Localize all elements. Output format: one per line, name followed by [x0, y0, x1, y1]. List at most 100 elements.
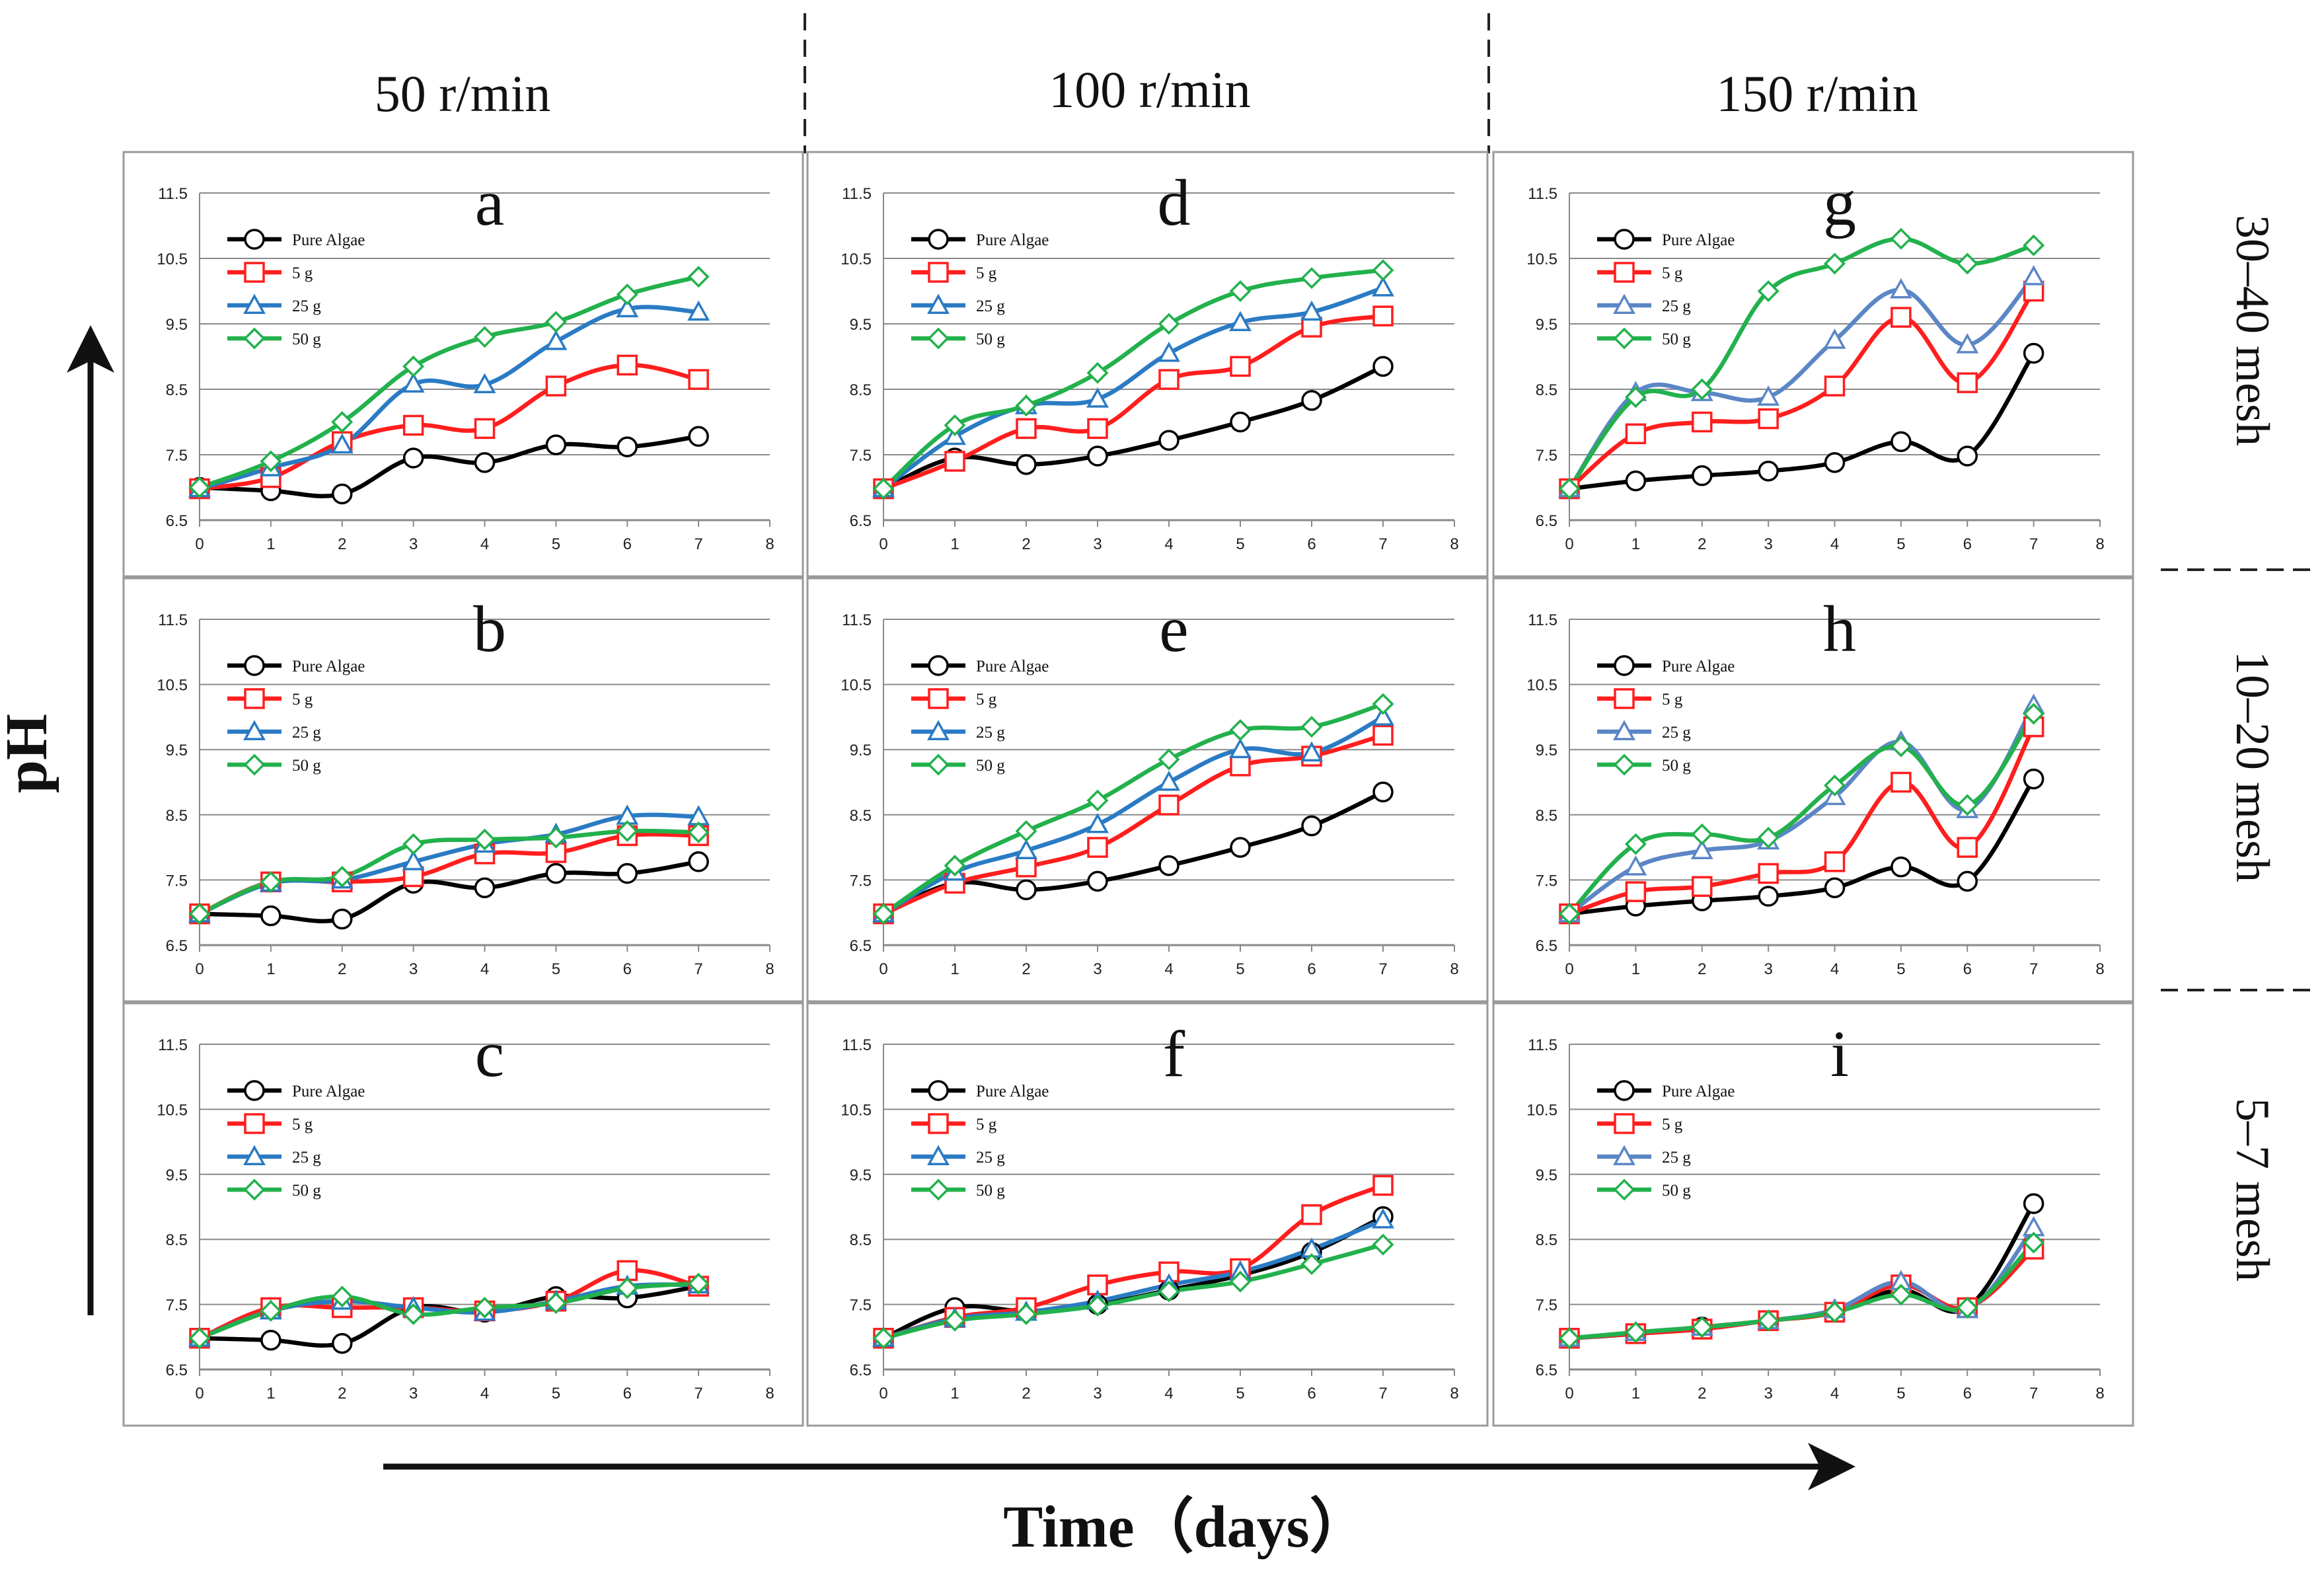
point-d-legend-legend — [927, 327, 950, 350]
legend-i-pure-algae: Pure Algae — [1597, 1080, 1735, 1101]
panel-i-ytick: 7.5 — [1536, 1297, 1557, 1315]
legend-label: Pure Algae — [976, 231, 1049, 249]
panel-d-xtick: 3 — [1093, 535, 1102, 553]
point-e-25-g-3 — [1086, 812, 1109, 833]
point-h-pure-algae-7 — [2023, 768, 2044, 790]
point-f-legend-legend — [927, 1145, 950, 1165]
point-g-25-g-4 — [1823, 328, 1846, 349]
point-d-50-g-7 — [1372, 259, 1394, 282]
point-h-25-g-2 — [1690, 839, 1713, 859]
legend-b-50-g: 50 g — [227, 753, 321, 776]
point-c-legend-legend — [244, 1113, 265, 1134]
point-c-pure-algae-2 — [332, 1332, 353, 1354]
point-h-legend-legend — [1613, 753, 1635, 776]
panel-g-xtick: 5 — [1896, 535, 1905, 553]
panel-g-xtick: 0 — [1565, 535, 1573, 553]
panel-c-ytick: 6.5 — [166, 1362, 188, 1379]
panel-i-xtick: 0 — [1565, 1385, 1573, 1402]
legend-label: Pure Algae — [1662, 658, 1735, 675]
panel-d-xtick: 1 — [950, 535, 959, 553]
point-e-25-g-5 — [1229, 738, 1252, 759]
panel-c: 6.5 7.5 8.5 9.5 10.5 11.5 0 1 2 3 4 5 6 7 8 Pure Algae 5… — [122, 1002, 804, 1427]
legend-label: Pure Algae — [976, 1083, 1049, 1100]
row-header-1: 30–40 mesh — [2226, 215, 2279, 446]
point-c-50-g-0 — [188, 1327, 211, 1350]
point-d-50-g-2 — [1015, 395, 1037, 417]
point-c-50-g-2 — [331, 1286, 354, 1308]
point-d-5-g-5 — [1230, 356, 1251, 377]
legend-label: Pure Algae — [292, 231, 365, 249]
panel-e-xtick: 4 — [1164, 960, 1173, 978]
panel-g: 6.5 7.5 8.5 9.5 10.5 11.5 0 1 2 3 4 5 6 7 8 Pure Algae 5… — [1492, 151, 2134, 578]
panel-e-ytick: 8.5 — [850, 807, 872, 825]
panel-a-frame — [122, 151, 804, 578]
legend-label: 25 g — [1662, 297, 1691, 315]
panel-c-ytick: 9.5 — [166, 1167, 188, 1184]
legend-label: 50 g — [292, 757, 321, 775]
panel-f-ytick: 7.5 — [850, 1297, 872, 1315]
point-e-25-g-4 — [1158, 770, 1180, 791]
panel-f-xtick: 7 — [1378, 1385, 1387, 1402]
legend-label: 25 g — [976, 1149, 1005, 1167]
point-e-pure-algae-4 — [1158, 855, 1180, 876]
point-e-pure-algae-5 — [1230, 837, 1251, 858]
legend-label: 5 g — [1662, 264, 1683, 282]
panel-d-xtick: 5 — [1236, 535, 1244, 553]
point-a-50-g-1 — [260, 450, 282, 473]
panel-h-ytick: 7.5 — [1536, 872, 1557, 890]
point-d-legend-legend — [928, 229, 949, 250]
point-f-50-g-6 — [1300, 1253, 1323, 1276]
legend-c-pure-algae: Pure Algae — [227, 1080, 365, 1101]
legend-e-pure-algae: Pure Algae — [911, 655, 1049, 676]
point-g-50-g-6 — [1956, 252, 1978, 275]
panel-f-ytick: 10.5 — [841, 1101, 872, 1119]
point-h-5-g-4 — [1824, 851, 1846, 872]
legend-b-25-g: 25 g — [227, 720, 321, 742]
point-i-legend-legend — [1613, 1145, 1635, 1165]
point-e-50-g-1 — [944, 855, 966, 877]
panel-i-ytick: 10.5 — [1526, 1101, 1557, 1119]
legend-a-pure-algae: Pure Algae — [227, 229, 365, 250]
point-h-50-g-1 — [1624, 833, 1647, 855]
panel-c-xtick: 4 — [480, 1385, 489, 1402]
panel-f-xtick: 6 — [1307, 1385, 1316, 1402]
point-b-legend-legend — [244, 655, 265, 676]
point-a-5-g-5 — [545, 375, 567, 397]
x-axis-label: Time（days） — [1003, 1494, 1368, 1560]
legend-d-25-g: 25 g — [911, 293, 1005, 315]
point-d-25-g-5 — [1229, 311, 1252, 331]
point-d-25-g-7 — [1372, 276, 1394, 297]
point-f-50-g-3 — [1086, 1295, 1109, 1317]
point-d-pure-algae-2 — [1016, 454, 1037, 475]
panel-f-xtick: 2 — [1022, 1385, 1030, 1402]
point-h-5-g-5 — [1891, 771, 1912, 793]
panel-f-ytick: 9.5 — [850, 1167, 872, 1184]
panel-i-xtick: 7 — [2029, 1385, 2038, 1402]
legend-e-25-g: 25 g — [911, 720, 1005, 742]
point-b-50-g-7 — [687, 821, 710, 843]
point-g-50-g-0 — [1558, 478, 1581, 500]
panels-grid: 6.5 7.5 8.5 9.5 10.5 11.5 0 1 2 3 4 5 6 7 8 Pure Algae 5… — [122, 151, 2134, 1427]
panel-i: 6.5 7.5 8.5 9.5 10.5 11.5 0 1 2 3 4 5 6 7 8 Pure Algae 5… — [1492, 1002, 2134, 1427]
legend-g-5-g: 5 g — [1597, 262, 1683, 283]
panel-d-ytick: 8.5 — [850, 381, 872, 399]
panel-f-xtick: 4 — [1164, 1385, 1173, 1402]
legend-c-5-g: 5 g — [227, 1113, 313, 1134]
point-a-pure-algae-4 — [474, 452, 496, 473]
point-c-50-g-6 — [616, 1277, 638, 1299]
point-b-25-g-3 — [402, 850, 425, 870]
legend-label: Pure Algae — [976, 658, 1049, 675]
point-g-pure-algae-6 — [1957, 445, 1978, 467]
point-c-50-g-1 — [260, 1299, 282, 1322]
panel-g-ytick: 9.5 — [1536, 316, 1557, 334]
point-g-pure-algae-5 — [1891, 431, 1912, 452]
panel-letter-a: a — [475, 166, 504, 239]
legend-f-pure-algae: Pure Algae — [911, 1080, 1049, 1101]
panel-h-ytick: 8.5 — [1536, 807, 1557, 825]
point-e-25-g-7 — [1372, 705, 1394, 726]
panel-a-xtick: 5 — [552, 535, 560, 553]
panel-c-xtick: 5 — [552, 1385, 560, 1402]
panel-d-ytick: 10.5 — [841, 250, 872, 268]
point-g-legend-legend — [1613, 327, 1635, 350]
panel-b-frame — [122, 577, 804, 1003]
